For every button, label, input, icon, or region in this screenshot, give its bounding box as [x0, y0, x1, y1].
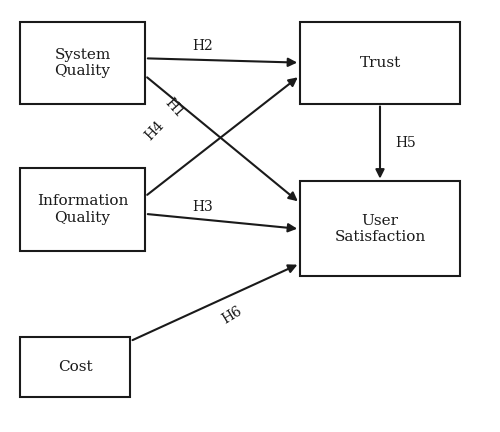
Bar [20, 22, 145, 104]
Text: Information
Quality: Information Quality [37, 194, 128, 225]
Text: H6: H6 [220, 304, 245, 327]
Text: H3: H3 [192, 200, 213, 213]
Text: H5: H5 [395, 136, 416, 149]
Text: Trust: Trust [360, 56, 401, 70]
Bar [20, 168, 145, 251]
Bar [20, 337, 130, 397]
Bar [300, 181, 460, 276]
Text: H1: H1 [162, 96, 187, 121]
Text: H2: H2 [192, 39, 213, 53]
Bar [300, 22, 460, 104]
Text: H4: H4 [142, 119, 167, 143]
Text: User
Satisfaction: User Satisfaction [334, 214, 426, 244]
Text: Cost: Cost [58, 360, 92, 374]
Text: System
Quality: System Quality [54, 48, 110, 78]
